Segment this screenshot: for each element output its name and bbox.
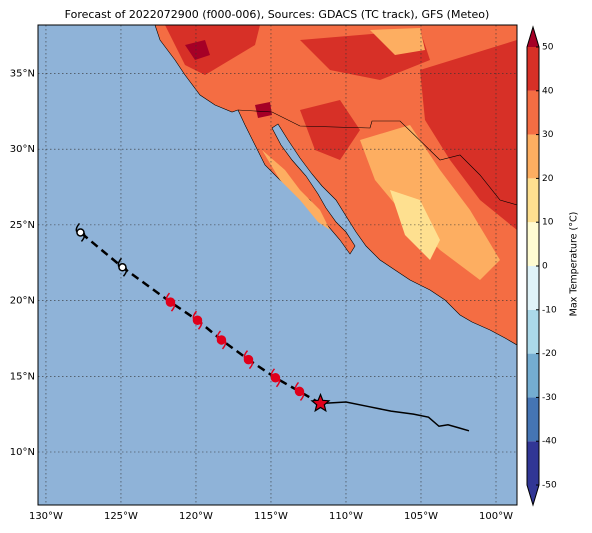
past-track: [320, 401, 470, 432]
grid: [38, 25, 517, 505]
colorbar-tick-label: -40: [542, 437, 557, 447]
storm-center: [192, 315, 203, 326]
colorbar-bin: [527, 353, 539, 398]
patch: [262, 150, 330, 230]
lon-tick-label: 115°W: [254, 511, 288, 522]
colorbar-bin: [527, 134, 539, 179]
colorbar-extend: [527, 27, 539, 47]
storm-center: [118, 263, 127, 272]
current-position: [310, 392, 331, 413]
colorbar-bin: [527, 266, 539, 310]
colorbar-tick-label: 40: [542, 86, 554, 96]
storm-symbol: [165, 292, 176, 312]
lat-tick-label: 35°N: [10, 68, 35, 79]
patch: [360, 125, 500, 280]
patch: [420, 40, 517, 230]
colorbar-tick-label: 30: [542, 130, 554, 140]
colorbar-bin: [527, 441, 539, 485]
colorbar-tick-label: -30: [542, 393, 557, 403]
colorbar-tick-label: 0: [542, 262, 548, 272]
colorbar-tick-label: -10: [542, 305, 557, 315]
colorbar-label: Max Temperature (°C): [569, 212, 580, 317]
colorbar-tick-label: 10: [542, 218, 554, 228]
lon-tick-label: 105°W: [404, 511, 438, 522]
colorbar-bin: [527, 90, 539, 135]
storm-symbol: [75, 222, 86, 242]
title: Forecast of 2022072900 (f000-006), Sourc…: [65, 8, 490, 21]
border: [237, 109, 517, 206]
colorbar: -50 -40 -30 -20 -10 0 10 20 30 40 50 Max Temperatur…: [526, 25, 580, 507]
map: [38, 25, 517, 505]
colorbar-tick-label: -20: [542, 349, 557, 359]
lon-tick-label: 125°W: [104, 511, 138, 522]
storm-center: [216, 335, 227, 345]
colorbar-extend: [527, 485, 539, 505]
colorbar-bin: [527, 397, 539, 442]
patch: [300, 100, 360, 160]
storm-center: [243, 354, 254, 365]
colorbar-bin: [527, 178, 539, 223]
lon-tick-label: 120°W: [179, 511, 213, 522]
lon-tick-label: 110°W: [329, 511, 363, 522]
colorbar-bin: [527, 309, 539, 354]
lon-tick-label: 100°W: [479, 511, 513, 522]
lon-tick-label: 130°W: [29, 511, 63, 522]
patch: [370, 28, 425, 55]
storm-symbol: [294, 381, 305, 401]
storm-symbol: [216, 330, 227, 350]
lat-tick-label: 15°N: [10, 371, 35, 382]
lat-tick-label: 20°N: [10, 296, 35, 307]
track: [75, 222, 470, 432]
temperature-patches: [165, 25, 517, 280]
storm-center: [294, 386, 305, 397]
lat-tick-label: 10°N: [10, 447, 35, 458]
storm-symbol: [117, 257, 128, 277]
storm-symbol: [270, 368, 281, 388]
storm-symbol: [243, 350, 254, 370]
storm-center: [165, 297, 176, 307]
patch: [185, 40, 210, 60]
colorbar-tick-label: 50: [542, 43, 554, 53]
colorbar-bin: [527, 222, 539, 266]
storm-symbol: [192, 310, 203, 330]
storm-center: [76, 228, 85, 237]
map-frame: [37, 24, 518, 506]
axes: 130°W 125°W 120°W 115°W 110°W 105°W 100°W 10°N 1…: [10, 68, 513, 522]
lat-tick-label: 30°N: [10, 144, 35, 155]
storm-center: [270, 373, 281, 383]
colorbar-tick-label: -50: [542, 481, 557, 491]
borders: [237, 109, 517, 206]
colorbar-bin: [527, 47, 539, 91]
patch: [255, 102, 272, 118]
colorbar-tick-label: 20: [542, 174, 554, 184]
lat-tick-label: 25°N: [10, 220, 35, 231]
patch: [165, 25, 260, 75]
